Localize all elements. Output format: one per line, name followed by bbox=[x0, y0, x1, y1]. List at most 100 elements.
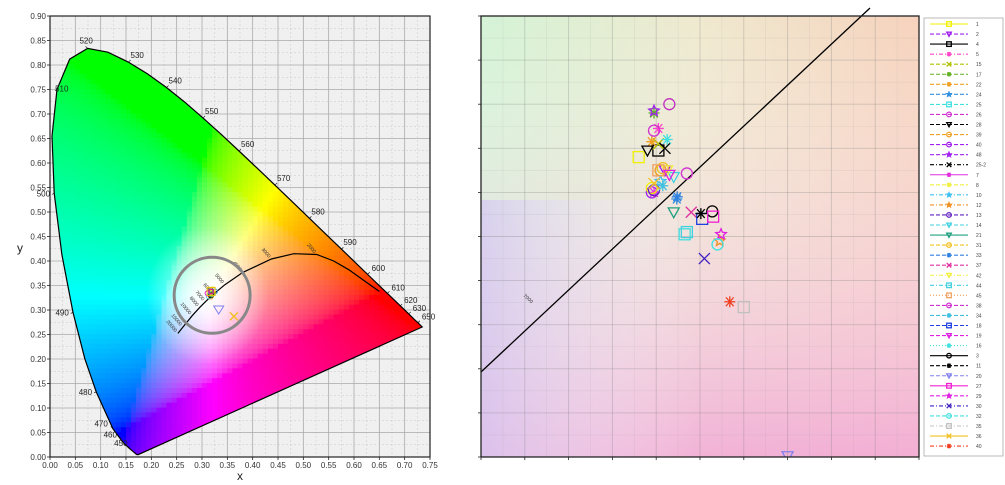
gamut-cell bbox=[339, 329, 345, 335]
gamut-cell bbox=[141, 407, 147, 413]
gamut-cell bbox=[197, 147, 203, 153]
gamut-cell bbox=[207, 201, 213, 207]
gamut-cell bbox=[91, 280, 97, 286]
gamut-cell bbox=[187, 162, 193, 168]
gamut-cell bbox=[96, 383, 102, 389]
gamut-cell bbox=[126, 98, 132, 104]
gamut-cell bbox=[136, 383, 142, 389]
gamut-cell bbox=[65, 162, 71, 168]
gamut-cell bbox=[65, 79, 71, 85]
gamut-cell bbox=[116, 338, 122, 344]
gamut-cell bbox=[136, 74, 142, 80]
gamut-cell bbox=[151, 182, 157, 188]
gamut-cell bbox=[319, 353, 325, 359]
gamut-cell bbox=[75, 108, 81, 114]
gamut-cell bbox=[60, 133, 66, 139]
gamut-cell bbox=[146, 436, 152, 442]
gamut-cell bbox=[86, 304, 92, 310]
gamut-cell bbox=[151, 343, 157, 349]
gamut-cell bbox=[172, 152, 178, 158]
gamut-cell bbox=[293, 265, 299, 271]
gamut-cell bbox=[131, 397, 137, 403]
gamut-cell bbox=[121, 348, 127, 354]
gamut-cell bbox=[121, 392, 127, 398]
gamut-cell bbox=[101, 74, 107, 80]
gamut-cell bbox=[212, 392, 218, 398]
gamut-cell bbox=[131, 103, 137, 109]
gamut-cell bbox=[273, 216, 279, 222]
gamut-cell bbox=[141, 196, 147, 202]
gamut-cell bbox=[75, 275, 81, 281]
gamut-cell bbox=[70, 196, 76, 202]
gamut-cell bbox=[55, 123, 61, 129]
gamut-cell bbox=[283, 329, 289, 335]
gamut-cell bbox=[263, 343, 269, 349]
gamut-cell bbox=[146, 383, 152, 389]
gamut-cell bbox=[65, 182, 71, 188]
gamut-cell bbox=[91, 216, 97, 222]
gamut-cell bbox=[65, 201, 71, 207]
gamut-cell bbox=[136, 324, 142, 330]
gamut-cell bbox=[339, 353, 345, 359]
gamut-cell bbox=[121, 182, 127, 188]
gamut-cell bbox=[248, 216, 254, 222]
gamut-cell bbox=[232, 373, 238, 379]
gamut-cell bbox=[151, 417, 157, 423]
gamut-cell bbox=[182, 113, 188, 119]
gamut-cell bbox=[111, 59, 117, 65]
gamut-cell bbox=[141, 353, 147, 359]
gamut-cell bbox=[293, 358, 299, 364]
gamut-cell bbox=[86, 138, 92, 144]
gamut-cell bbox=[156, 201, 162, 207]
gamut-cell bbox=[167, 196, 173, 202]
gamut-cell bbox=[172, 123, 178, 129]
gamut-cell bbox=[258, 182, 264, 188]
gamut-cell bbox=[177, 138, 183, 144]
gamut-cell bbox=[288, 358, 294, 364]
gamut-cell bbox=[111, 236, 117, 242]
gamut-cell bbox=[65, 196, 71, 202]
gamut-cell bbox=[238, 187, 244, 193]
gamut-cell bbox=[96, 64, 102, 70]
gamut-cell bbox=[86, 260, 92, 266]
gamut-cell bbox=[324, 245, 330, 251]
gamut-cell bbox=[308, 324, 314, 330]
gamut-cell bbox=[329, 329, 335, 335]
gamut-cell bbox=[65, 69, 71, 75]
gamut-cell bbox=[146, 260, 152, 266]
gamut-cell bbox=[106, 118, 112, 124]
gamut-cell bbox=[146, 353, 152, 359]
gamut-cell bbox=[156, 128, 162, 134]
gamut-cell bbox=[253, 236, 259, 242]
gamut-cell bbox=[96, 103, 102, 109]
gamut-cell bbox=[283, 226, 289, 232]
gamut-cell bbox=[126, 118, 132, 124]
gamut-cell bbox=[156, 422, 162, 428]
gamut-cell bbox=[253, 373, 259, 379]
gamut-cell bbox=[70, 142, 76, 148]
gamut-cell bbox=[65, 103, 71, 109]
gamut-cell bbox=[156, 427, 162, 433]
gamut-cell bbox=[187, 201, 193, 207]
gamut-cell bbox=[167, 162, 173, 168]
gamut-cell bbox=[136, 206, 142, 212]
gamut-cell bbox=[131, 128, 137, 134]
gamut-cell bbox=[268, 309, 274, 315]
gamut-cell bbox=[91, 299, 97, 305]
gamut-cell bbox=[86, 177, 92, 183]
gamut-cell bbox=[258, 231, 264, 237]
gamut-cell bbox=[172, 167, 178, 173]
gamut-cell bbox=[121, 255, 127, 261]
gamut-cell bbox=[101, 363, 107, 369]
gamut-cell bbox=[151, 422, 157, 428]
gamut-cell bbox=[243, 363, 249, 369]
gamut-cell bbox=[217, 368, 223, 374]
gamut-cell bbox=[243, 378, 249, 384]
gamut-cell bbox=[162, 177, 168, 183]
gamut-cell bbox=[308, 231, 314, 237]
gamut-cell bbox=[86, 147, 92, 153]
gamut-cell bbox=[55, 118, 61, 124]
gamut-cell bbox=[222, 191, 228, 197]
gamut-cell bbox=[106, 353, 112, 359]
gamut-cell bbox=[80, 187, 86, 193]
